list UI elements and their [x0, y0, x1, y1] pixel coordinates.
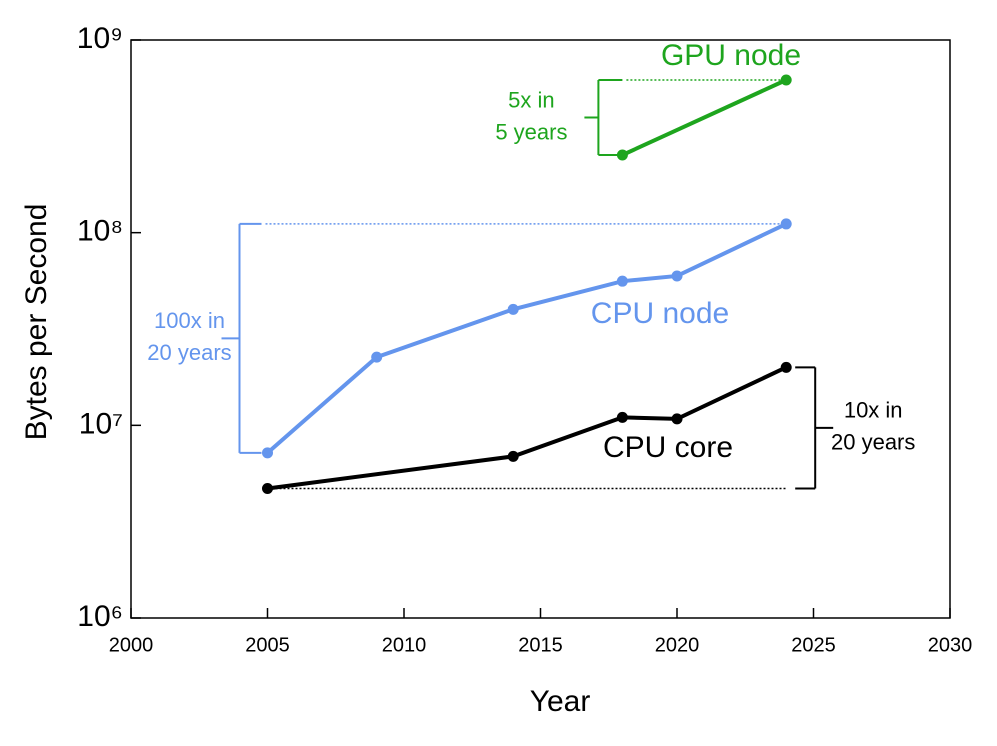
- series-label: CPU core: [603, 431, 733, 464]
- x-tick-label: 2005: [245, 634, 290, 656]
- annotation: 5 years: [495, 119, 567, 144]
- x-tick-label: 2025: [791, 634, 836, 656]
- annotation: 20 years: [147, 340, 231, 365]
- data-point: [507, 450, 519, 462]
- data-point: [262, 447, 273, 459]
- series-label: CPU node: [591, 297, 729, 330]
- annotation: 5x in: [508, 87, 554, 112]
- annotation: 20 years: [831, 430, 915, 455]
- y-tick-label: 10⁹: [77, 22, 123, 55]
- y-axis-label: Bytes per Second: [20, 204, 53, 441]
- x-tick-label: 2010: [382, 634, 427, 656]
- data-point: [371, 351, 383, 363]
- y-tick-label: 10⁶: [77, 600, 123, 633]
- x-tick-label: 2015: [518, 634, 563, 656]
- data-point: [780, 361, 792, 373]
- annotation: 100x in: [154, 308, 225, 333]
- x-tick-label: 2020: [655, 634, 700, 656]
- series-line: [266, 222, 788, 455]
- series-line: [621, 78, 788, 157]
- x-tick-label: 2030: [928, 634, 973, 656]
- data-point: [507, 303, 519, 315]
- data-point: [616, 411, 628, 423]
- data-point: [671, 270, 683, 282]
- annotation: 10x in: [844, 398, 903, 423]
- data-point: [780, 74, 792, 86]
- data-point: [671, 413, 683, 425]
- data-point: [616, 275, 628, 287]
- y-tick-label: 10⁸: [77, 215, 123, 248]
- x-axis-label: Year: [530, 685, 591, 718]
- series-label: GPU node: [661, 39, 801, 72]
- y-tick-label: 10⁷: [79, 407, 123, 440]
- x-tick-label: 2000: [109, 634, 154, 656]
